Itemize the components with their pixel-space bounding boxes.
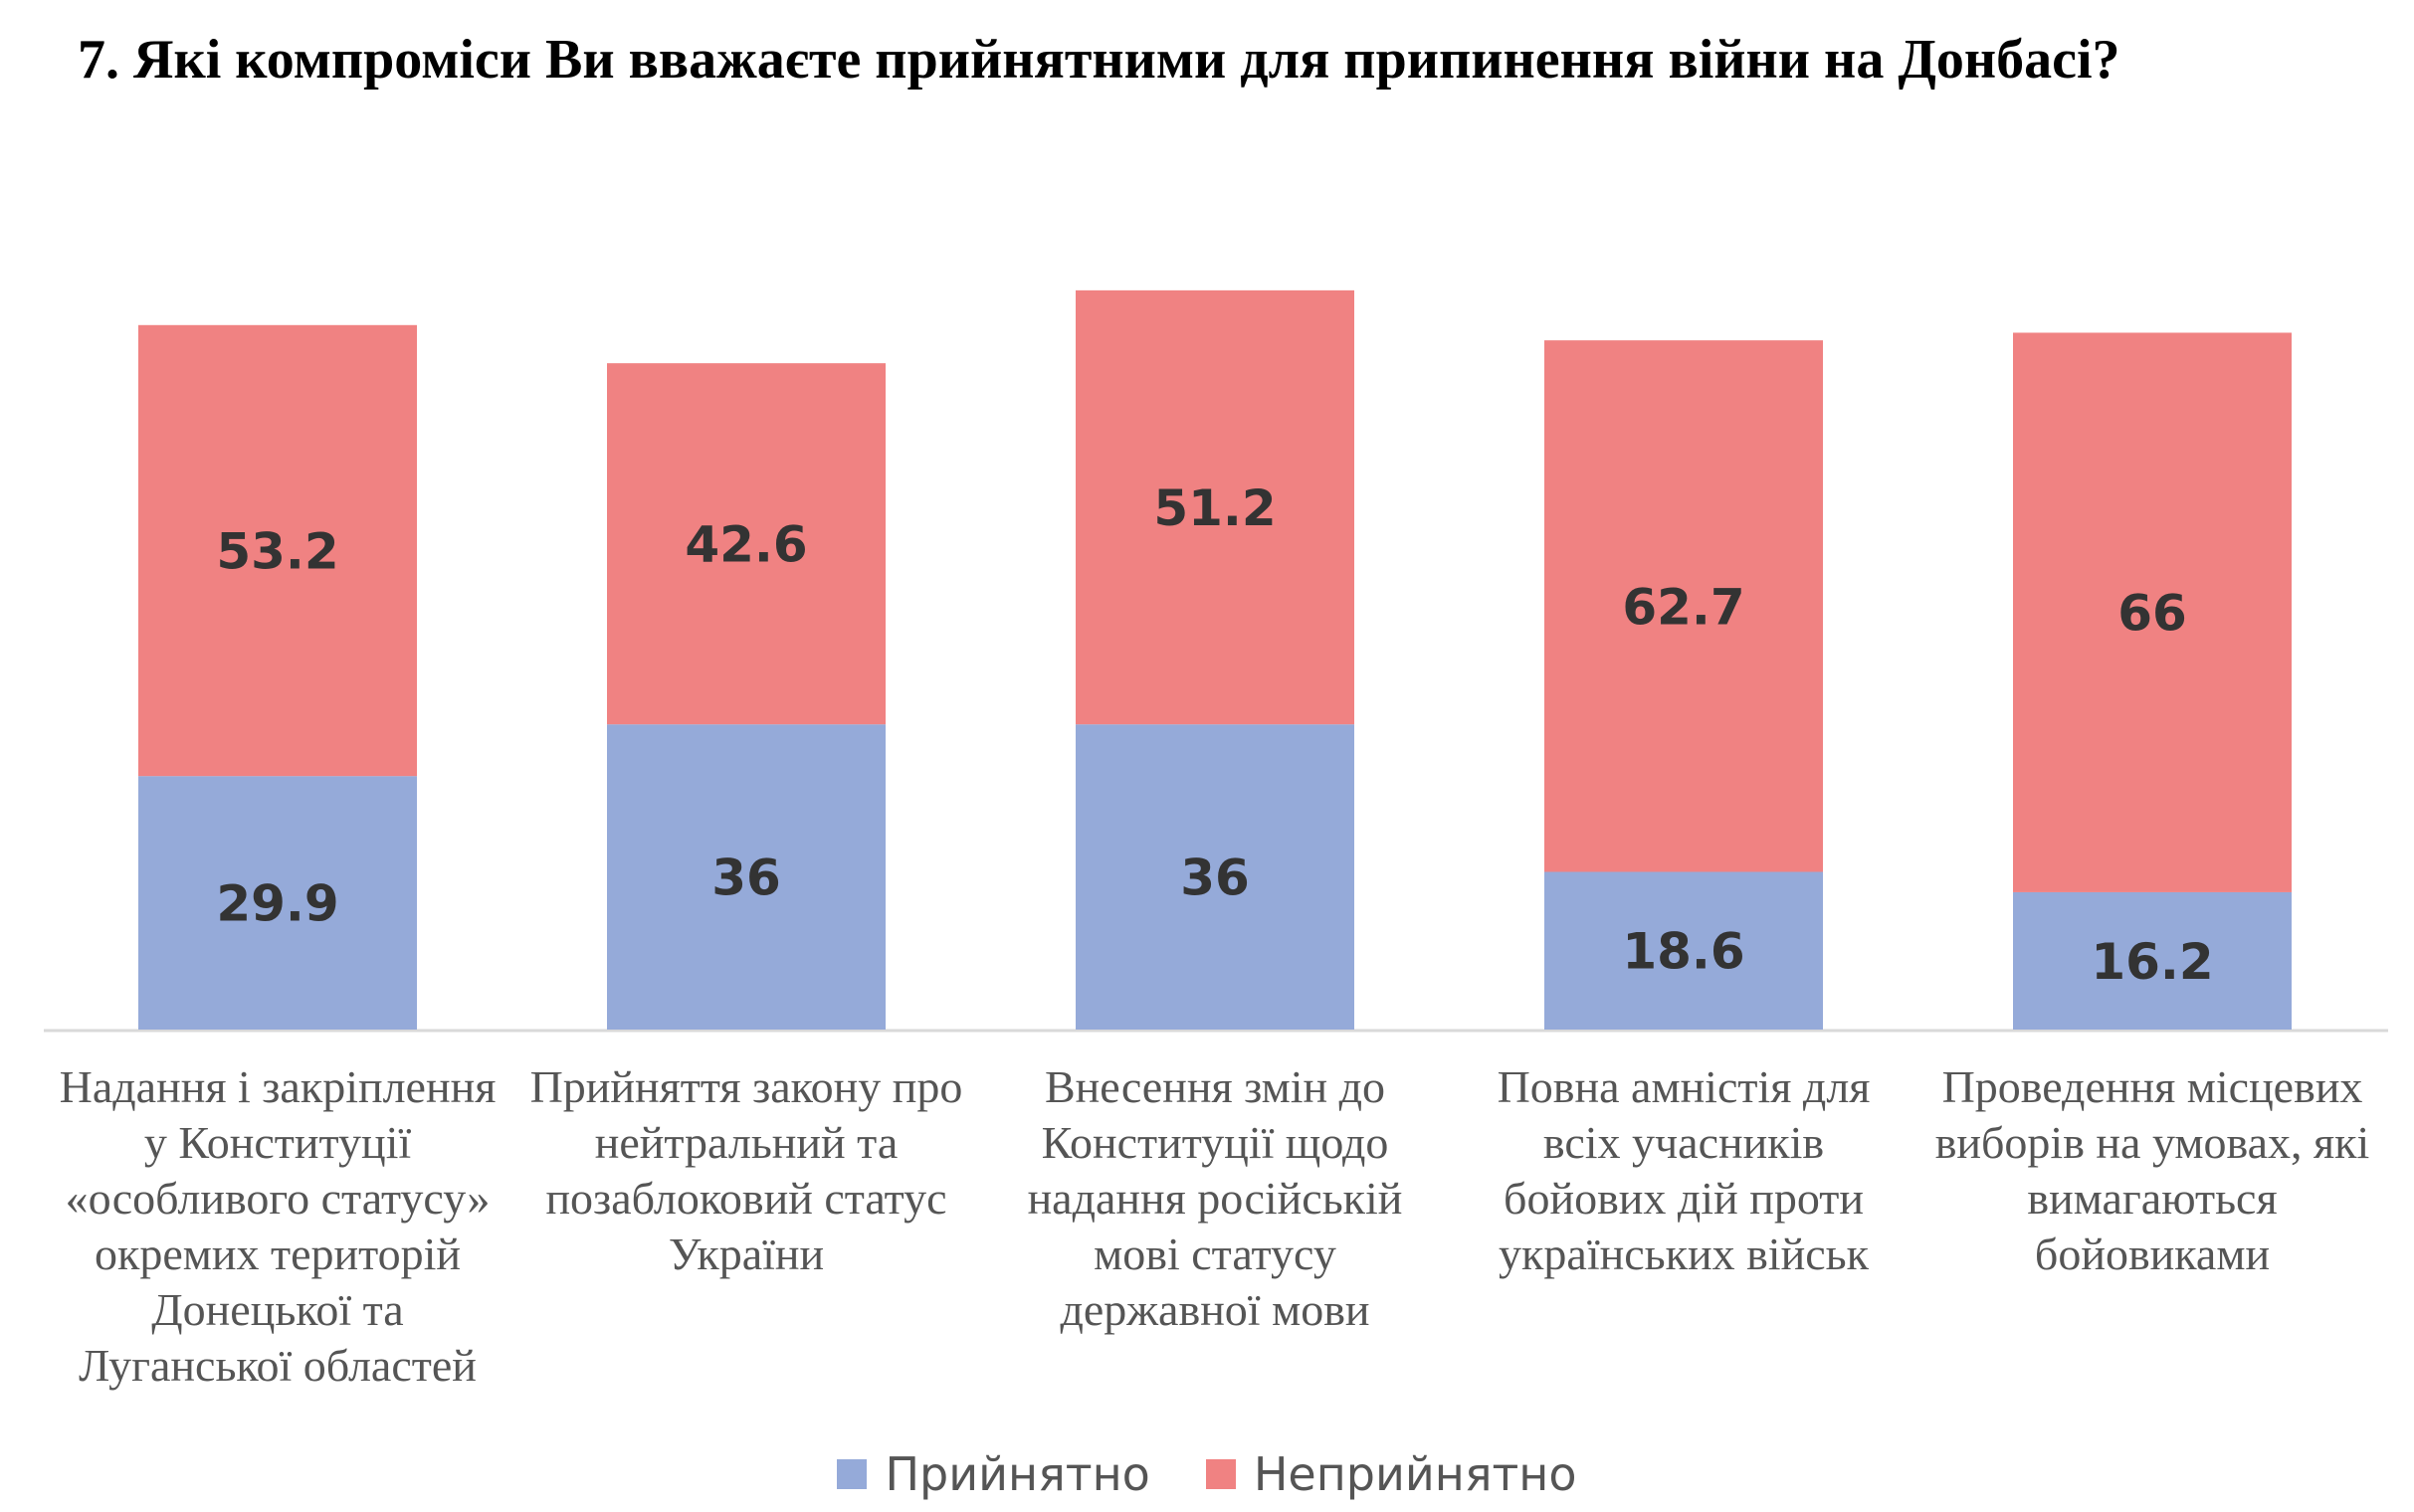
- bar-reject-4: [1544, 340, 1823, 872]
- legend: Прийнятно Неприйнятно: [0, 1447, 2414, 1501]
- category-label-1: Надання і закріплення у Конституції «осо…: [59, 1061, 497, 1391]
- data-label-reject-2: 42.6: [685, 516, 807, 574]
- data-label-reject-1: 53.2: [216, 522, 338, 580]
- category-label-4: Повна амністія для всіх учасників бойови…: [1497, 1061, 1871, 1279]
- data-label-reject-3: 51.2: [1153, 479, 1276, 537]
- legend-item-accept: Прийнятно: [837, 1447, 1150, 1501]
- data-label-accept-3: 36: [1180, 850, 1250, 907]
- data-label-reject-5: 66: [2117, 585, 2187, 643]
- bar-reject-5: [2013, 332, 2292, 892]
- category-label-3: Внесення змін до Конституції щодо наданн…: [1027, 1061, 1403, 1335]
- legend-item-reject: Неприйнятно: [1205, 1447, 1577, 1501]
- bar-accept-3: [1076, 724, 1354, 1030]
- data-label-accept-2: 36: [711, 850, 781, 907]
- bar-accept-2: [607, 724, 886, 1030]
- bar-reject-2: [607, 363, 886, 725]
- data-label-accept-4: 18.6: [1622, 923, 1744, 981]
- category-label-5: Проведення місцевих виборів на умовах, я…: [1934, 1061, 2370, 1279]
- chart-title: 7. Які компроміси Ви вважаєте прийнятним…: [78, 29, 2120, 91]
- data-label-reject-4: 62.7: [1622, 578, 1744, 636]
- bar-reject-3: [1076, 289, 1354, 725]
- bar-accept-4: [1544, 871, 1823, 1030]
- legend-label-accept: Прийнятно: [885, 1447, 1150, 1501]
- bar-reject-1: [138, 324, 417, 777]
- bar-accept-1: [138, 776, 417, 1030]
- data-label-accept-1: 29.9: [216, 875, 338, 933]
- category-label-2: Прийняття закону про нейтральний та поза…: [529, 1061, 963, 1279]
- bar-accept-5: [2013, 891, 2292, 1030]
- legend-swatch-accept: [837, 1459, 868, 1489]
- legend-label-reject: Неприйнятно: [1253, 1447, 1577, 1501]
- legend-swatch-reject: [1205, 1459, 1236, 1489]
- data-label-accept-5: 16.2: [2091, 933, 2213, 991]
